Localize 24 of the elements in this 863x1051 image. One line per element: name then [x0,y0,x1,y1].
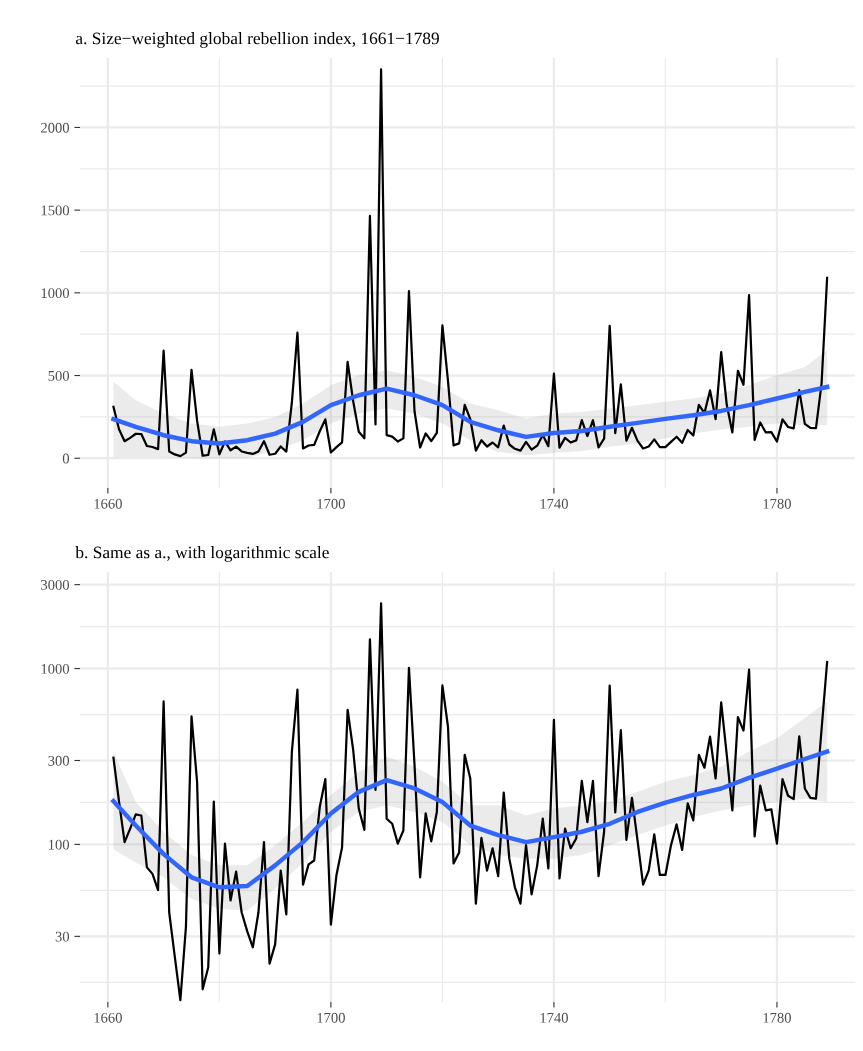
x-tick-label: 1700 [317,1012,345,1023]
y-tick-label: 100 [48,839,70,850]
y-tick-label: 300 [48,755,70,766]
line-series [112,602,829,1002]
x-tick-label: 1700 [317,498,345,509]
x-tick-label: 1660 [94,498,122,509]
y-tick-label: 30 [55,931,70,942]
x-tick-label: 1780 [763,1012,791,1023]
x-tick-label: 1740 [540,498,568,509]
y-tick-label: 500 [48,370,70,381]
x-tick-label: 1780 [763,498,791,509]
y-tick-label: 0 [62,453,70,464]
line-series [112,68,829,458]
chart-title: a. Size−weighted global rebellion index, 1661−1789 [75,32,439,48]
line-series [111,384,830,446]
x-tick-label: 1740 [540,1012,568,1023]
chart-title: b. Same as a., with logarithmic scale [75,546,329,562]
y-tick-label: 1000 [41,288,70,299]
y-tick-label: 1000 [41,663,70,674]
x-tick-label: 1660 [94,1012,122,1023]
line-series [111,749,830,890]
y-tick-label: 3000 [41,580,70,590]
y-tick-label: 2000 [41,122,70,133]
y-tick-label: 1500 [41,205,70,216]
